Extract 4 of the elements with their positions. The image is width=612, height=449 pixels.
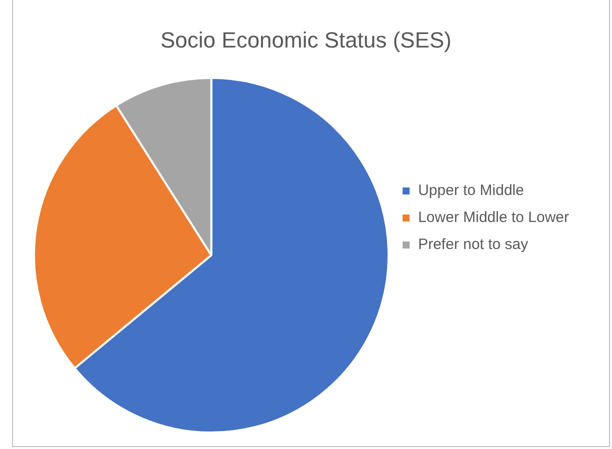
legend-label: Prefer not to say [418,236,529,254]
chart-title: Socio Economic Status (SES) [160,27,452,52]
legend-label: Lower Middle to Lower [418,209,570,226]
legend-label: Upper to Middle [418,182,524,200]
